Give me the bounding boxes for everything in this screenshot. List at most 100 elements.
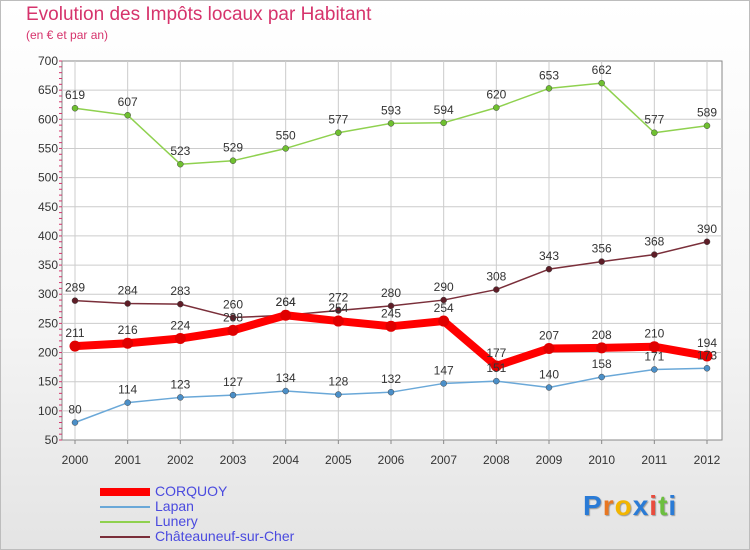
data-point: [229, 314, 237, 321]
data-point: [493, 377, 500, 385]
data-label: 368: [644, 235, 664, 249]
logo-letter: r: [602, 490, 615, 521]
y-tick-label: 100: [38, 404, 58, 418]
data-label: 283: [170, 284, 190, 298]
data-label: 577: [644, 113, 664, 127]
legend-label-chateauneuf: Châteauneuf-sur-Cher: [155, 528, 295, 544]
data-point: [71, 419, 79, 426]
data-point: [651, 366, 658, 373]
data-point: [493, 286, 500, 293]
x-tick-label: 2006: [378, 453, 405, 467]
data-label: 284: [118, 284, 138, 298]
data-label: 245: [381, 306, 401, 320]
y-tick-label: 650: [38, 83, 58, 97]
logo-letter: i: [668, 490, 678, 521]
data-label: 607: [118, 95, 138, 109]
data-point: [282, 387, 289, 395]
logo-letter: P: [583, 490, 603, 521]
y-tick-label: 400: [38, 229, 58, 243]
data-point: [387, 388, 395, 396]
data-point: [703, 238, 711, 246]
data-label: 140: [539, 368, 559, 382]
data-point: [280, 309, 292, 321]
data-label: 147: [434, 363, 454, 377]
data-point: [490, 360, 502, 372]
data-point: [545, 384, 553, 391]
data-point: [701, 350, 713, 362]
data-point: [703, 365, 711, 372]
data-point: [71, 104, 79, 112]
data-point: [703, 122, 711, 129]
data-label: 290: [434, 280, 454, 294]
y-tick-label: 150: [38, 375, 58, 389]
data-label: 224: [170, 319, 190, 333]
data-label: 356: [592, 242, 612, 256]
y-tick-label: 550: [38, 141, 58, 155]
data-label: 132: [381, 372, 401, 386]
data-label: 523: [170, 144, 190, 158]
data-point: [440, 380, 447, 387]
data-label: 550: [276, 128, 296, 142]
data-point: [177, 300, 184, 308]
data-label: 264: [276, 295, 296, 309]
data-point: [651, 129, 658, 136]
y-tick-label: 200: [38, 346, 58, 360]
legend-label-corquoy: CORQUOY: [155, 483, 228, 499]
x-tick-label: 2008: [483, 453, 510, 467]
data-point: [174, 333, 186, 345]
data-point: [335, 391, 342, 398]
data-point: [282, 145, 289, 152]
legend-label-lapan: Lapan: [155, 498, 194, 514]
proxiti-logo: Proxiti: [583, 490, 677, 522]
data-label: 619: [65, 88, 85, 102]
data-point: [440, 296, 447, 304]
data-label: 128: [328, 375, 348, 389]
data-label: 134: [276, 371, 296, 385]
data-label: 280: [381, 286, 401, 300]
logo-letter: x: [632, 490, 650, 521]
data-point: [387, 120, 395, 127]
data-label: 211: [65, 326, 84, 340]
data-point: [648, 341, 660, 353]
data-label: 173: [697, 348, 717, 362]
data-label: 593: [381, 103, 401, 117]
data-point: [335, 129, 342, 136]
data-point: [124, 300, 131, 307]
y-tick-label: 450: [38, 200, 58, 214]
line-chart: 50 100 150 200 250 300 350 400 450 500 550 600 650 70…: [38, 54, 723, 467]
data-point: [229, 391, 237, 399]
data-point: [598, 373, 605, 381]
data-label: 272: [328, 291, 348, 305]
data-point: [69, 340, 81, 352]
data-label: 114: [118, 383, 137, 397]
data-point: [545, 265, 553, 273]
x-tick-label: 2004: [272, 453, 299, 467]
data-point: [124, 111, 131, 119]
data-point: [229, 157, 237, 164]
data-point: [385, 320, 397, 332]
data-label: 210: [644, 327, 664, 341]
data-point: [493, 104, 500, 111]
data-label: 620: [486, 88, 506, 102]
data-label: 216: [118, 323, 138, 337]
x-tick-label: 2005: [325, 453, 352, 467]
data-label: 158: [592, 357, 612, 371]
data-label: 177: [486, 346, 506, 360]
data-label: 264: [276, 295, 296, 309]
data-label: 238: [223, 310, 243, 324]
y-tick-label: 600: [38, 112, 58, 126]
data-label: 254: [328, 301, 348, 315]
data-point: [651, 251, 658, 258]
data-label: 194: [697, 336, 717, 350]
data-label: 577: [328, 113, 348, 127]
data-label: 662: [592, 63, 612, 77]
data-label: 254: [434, 301, 454, 315]
y-tick-label: 500: [38, 171, 58, 185]
chart-title: Evolution des Impôts locaux par Habitant: [26, 4, 372, 25]
data-label: 80: [68, 403, 82, 417]
x-tick-label: 2000: [62, 453, 89, 467]
legend-swatch-lunery: [100, 521, 150, 523]
data-point: [545, 85, 553, 92]
data-label: 207: [539, 328, 559, 342]
data-label: 208: [592, 328, 612, 342]
